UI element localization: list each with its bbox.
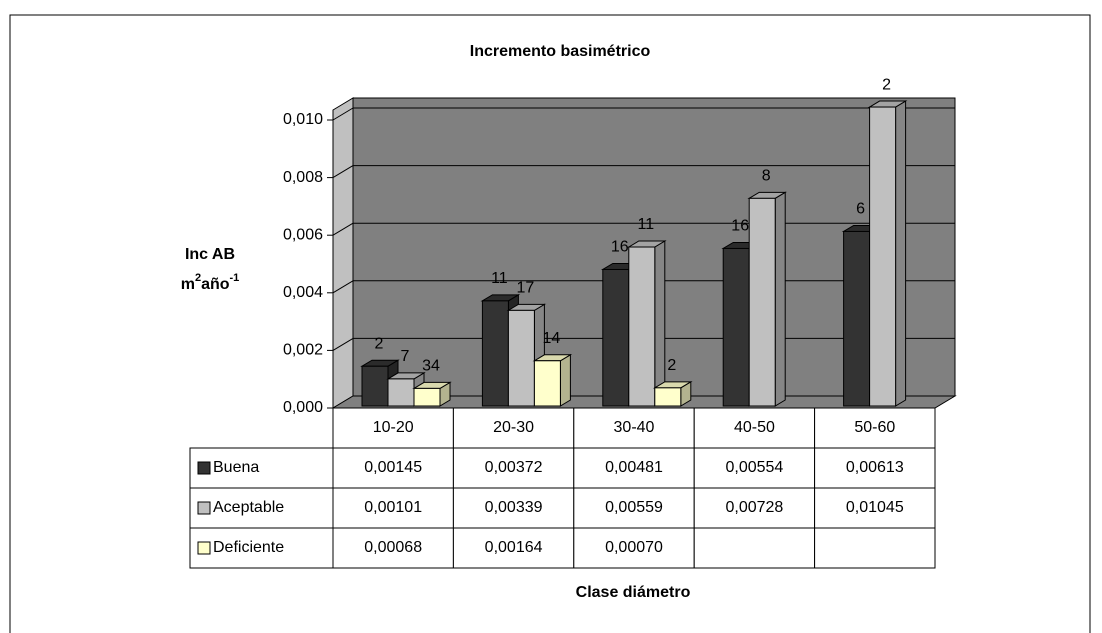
bar <box>532 353 573 407</box>
table-value: 0,00164 <box>485 539 543 556</box>
data-label: 14 <box>543 330 561 347</box>
table-cell <box>189 447 334 489</box>
bar-front <box>507 309 535 407</box>
table-cell <box>189 487 334 529</box>
data-label: 8 <box>762 168 771 185</box>
side-wall <box>332 97 354 409</box>
grid-line <box>332 107 354 121</box>
table-cell <box>573 487 695 529</box>
table-cell <box>814 527 936 569</box>
table-cell <box>452 527 575 569</box>
legend-marker <box>197 461 211 475</box>
bar-front <box>869 106 897 407</box>
y-axis-label: Inc AB <box>185 246 235 263</box>
data-label: 16 <box>611 239 629 256</box>
legend-marker <box>197 541 211 555</box>
bar-front <box>722 247 750 407</box>
table-value: 0,01045 <box>846 499 904 516</box>
x-tick-label: 30-40 <box>614 419 655 436</box>
legend-label: Deficiente <box>213 539 284 556</box>
data-label: 2 <box>667 357 676 374</box>
table-value: 0,00613 <box>846 459 904 476</box>
bar-front <box>843 230 871 407</box>
table-value: 0,00554 <box>725 459 783 476</box>
bar-front <box>361 365 389 407</box>
grid-line <box>332 337 354 351</box>
x-tick-label: 20-30 <box>493 419 534 436</box>
table-cell <box>814 487 936 529</box>
legend-label: Buena <box>213 459 259 476</box>
y-tick-label: 0,006 <box>283 226 323 243</box>
bar-front <box>748 197 776 407</box>
bar-front <box>602 268 630 407</box>
grid-line <box>332 280 354 294</box>
bar <box>652 380 693 407</box>
data-label: 16 <box>731 218 749 235</box>
chart-title: Incremento basimétrico <box>470 43 651 60</box>
table-cell <box>573 447 695 489</box>
table-cell <box>693 527 816 569</box>
y-tick-label: 0,000 <box>283 399 323 416</box>
table-value: 0,00559 <box>605 499 663 516</box>
bar-side <box>895 100 907 407</box>
data-label: 11 <box>637 216 654 233</box>
y-tick-label: 0,004 <box>283 284 323 301</box>
table-value: 0,00372 <box>485 459 543 476</box>
data-label: 17 <box>517 280 535 297</box>
table-value: 0,00339 <box>485 499 543 516</box>
table-cell <box>693 407 816 449</box>
data-label: 7 <box>401 348 410 365</box>
legend-label: Aceptable <box>213 499 284 516</box>
bar-side <box>654 240 666 407</box>
legend-marker <box>197 501 211 515</box>
bar <box>412 381 452 407</box>
x-tick-label: 10-20 <box>373 419 414 436</box>
table-cell <box>189 527 334 569</box>
y-axis-unit: m2año-1 <box>181 272 240 293</box>
table-value: 0,00070 <box>605 539 663 556</box>
grid-line <box>332 222 354 236</box>
x-tick-label: 40-50 <box>734 419 775 436</box>
bar-front <box>413 387 441 407</box>
bar <box>747 191 788 407</box>
bar-front <box>533 360 561 407</box>
data-label: 11 <box>491 270 508 287</box>
data-label: 2 <box>375 335 384 352</box>
table-cell <box>452 407 575 449</box>
data-label: 34 <box>422 358 440 375</box>
grid-line <box>332 165 354 179</box>
data-label: 6 <box>856 201 865 218</box>
y-tick-label: 0,010 <box>283 111 323 128</box>
table-cell <box>332 487 454 529</box>
table-value: 0,00068 <box>364 539 422 556</box>
table-value: 0,00145 <box>364 459 422 476</box>
x-tick-label: 50-60 <box>854 419 895 436</box>
table-value: 0,00481 <box>605 459 663 476</box>
bar-front <box>387 378 415 407</box>
bar <box>867 100 908 407</box>
table-cell <box>332 527 454 569</box>
y-tick-label: 0,002 <box>283 342 323 359</box>
bar-front <box>481 300 509 407</box>
bar-side <box>774 191 786 407</box>
bar-front <box>654 387 682 407</box>
bar-front <box>628 246 656 407</box>
table-value: 0,00101 <box>364 499 422 516</box>
bar-side <box>559 353 571 407</box>
table-value: 0,00728 <box>725 499 783 516</box>
data-label: 2 <box>882 76 891 93</box>
table-cell <box>814 447 936 489</box>
y-tick-label: 0,008 <box>283 169 323 186</box>
table-cell <box>452 447 575 489</box>
x-axis-label: Clase diámetro <box>576 584 691 601</box>
bar <box>626 240 667 407</box>
